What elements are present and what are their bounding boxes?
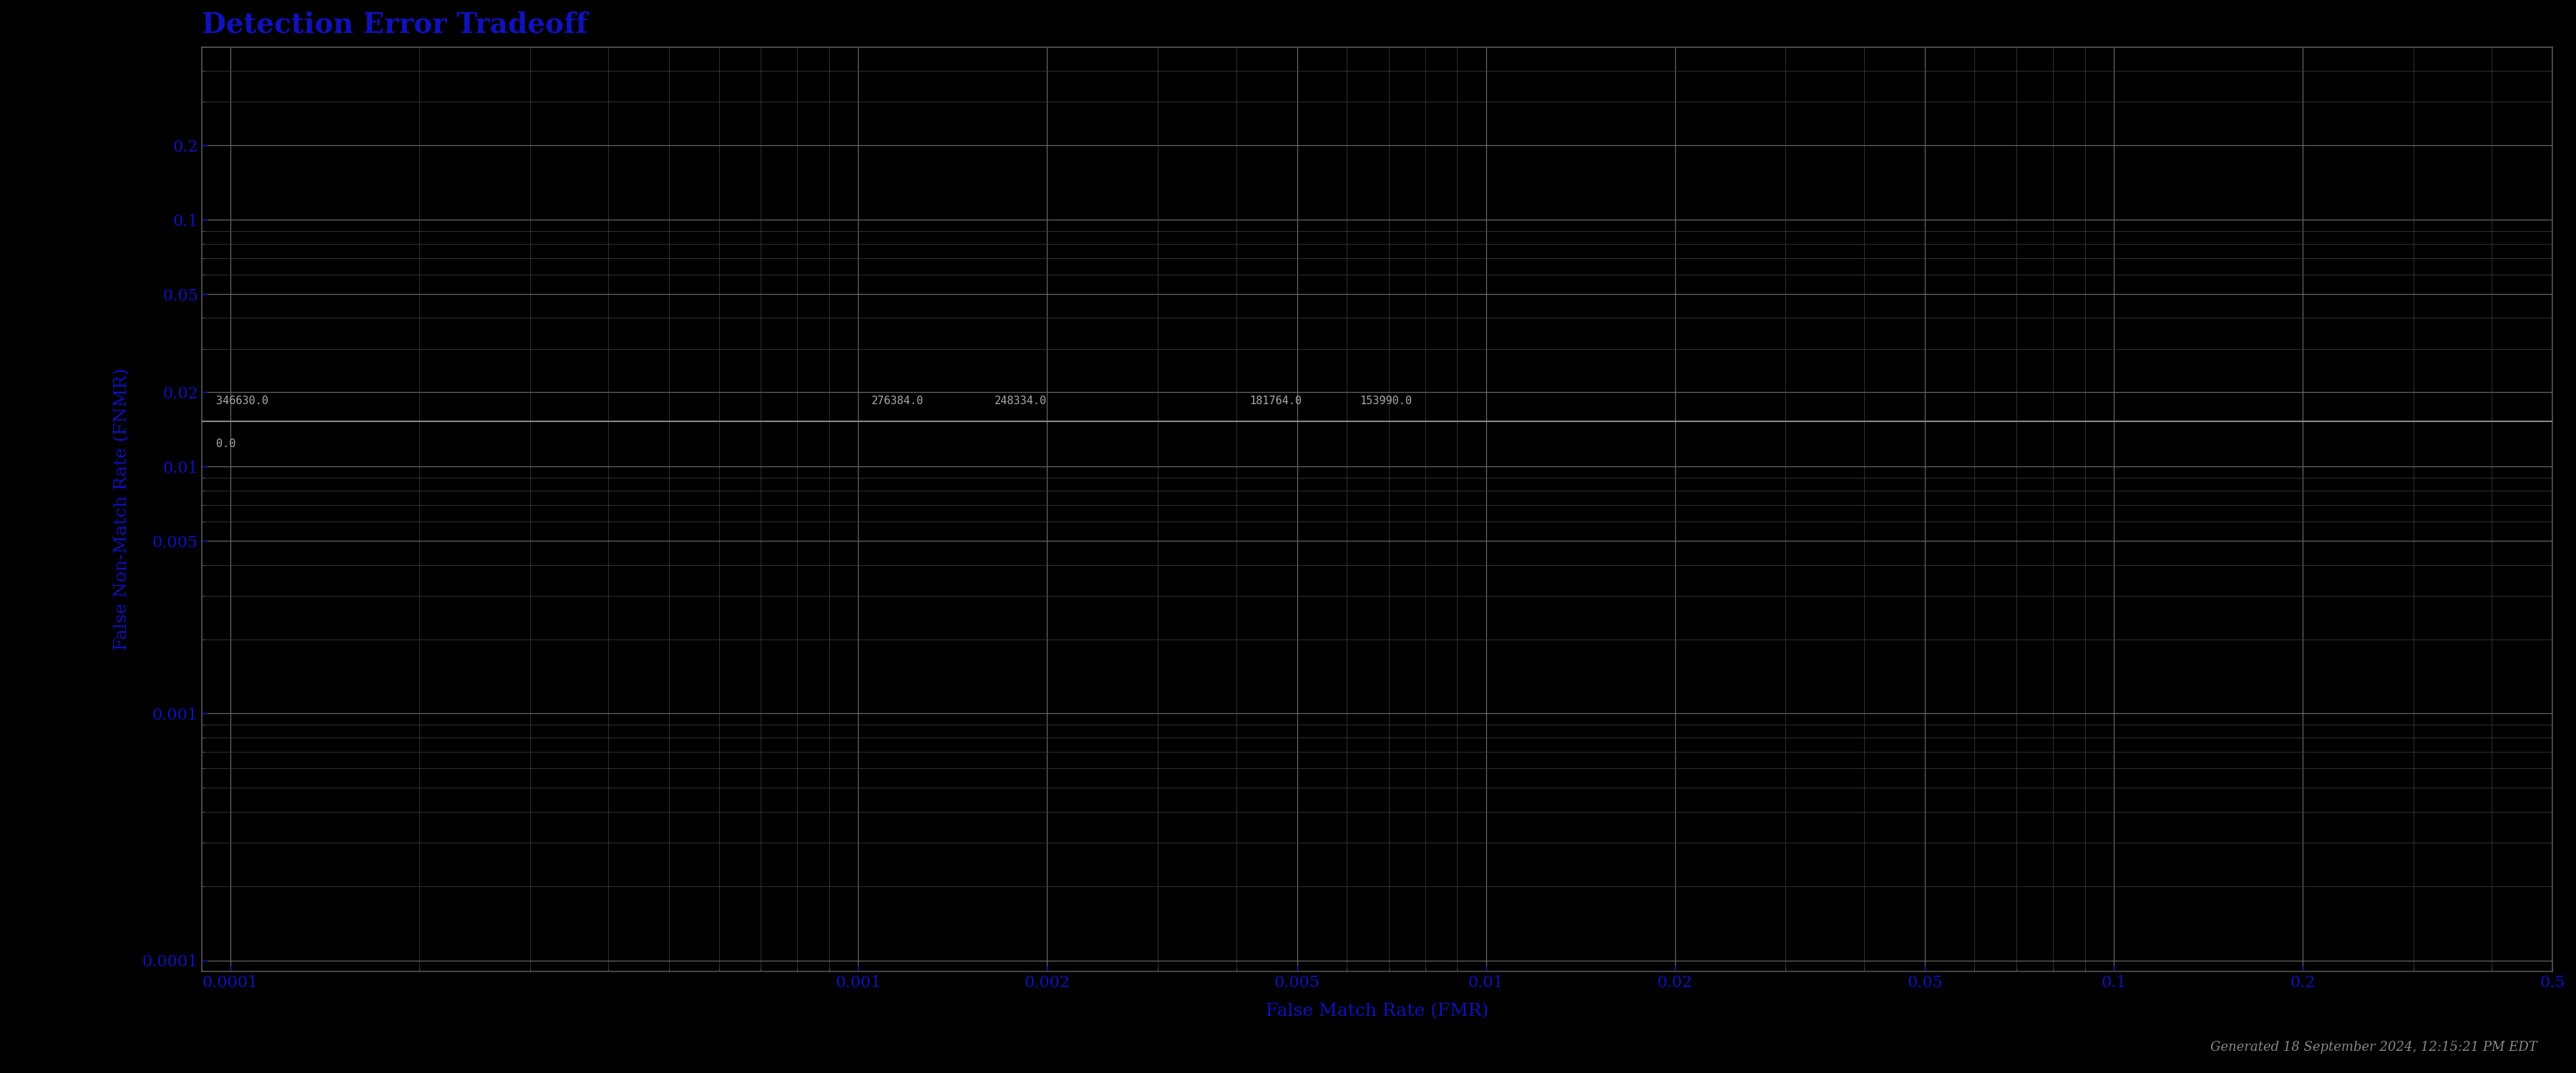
Text: 153990.0: 153990.0	[1360, 395, 1412, 406]
Text: 0.0: 0.0	[216, 439, 237, 450]
Text: Detection Error Tradeoff: Detection Error Tradeoff	[201, 11, 587, 38]
X-axis label: False Match Rate (FMR): False Match Rate (FMR)	[1265, 1003, 1489, 1019]
Text: Generated 18 September 2024, 12:15:21 PM EDT: Generated 18 September 2024, 12:15:21 PM…	[2210, 1041, 2537, 1054]
Text: 346630.0: 346630.0	[216, 395, 268, 406]
Y-axis label: False Non-Match Rate (FNMR): False Non-Match Rate (FNMR)	[113, 368, 131, 650]
Text: 248334.0: 248334.0	[994, 395, 1046, 406]
Text: 276384.0: 276384.0	[871, 395, 925, 406]
Text: 181764.0: 181764.0	[1249, 395, 1301, 406]
